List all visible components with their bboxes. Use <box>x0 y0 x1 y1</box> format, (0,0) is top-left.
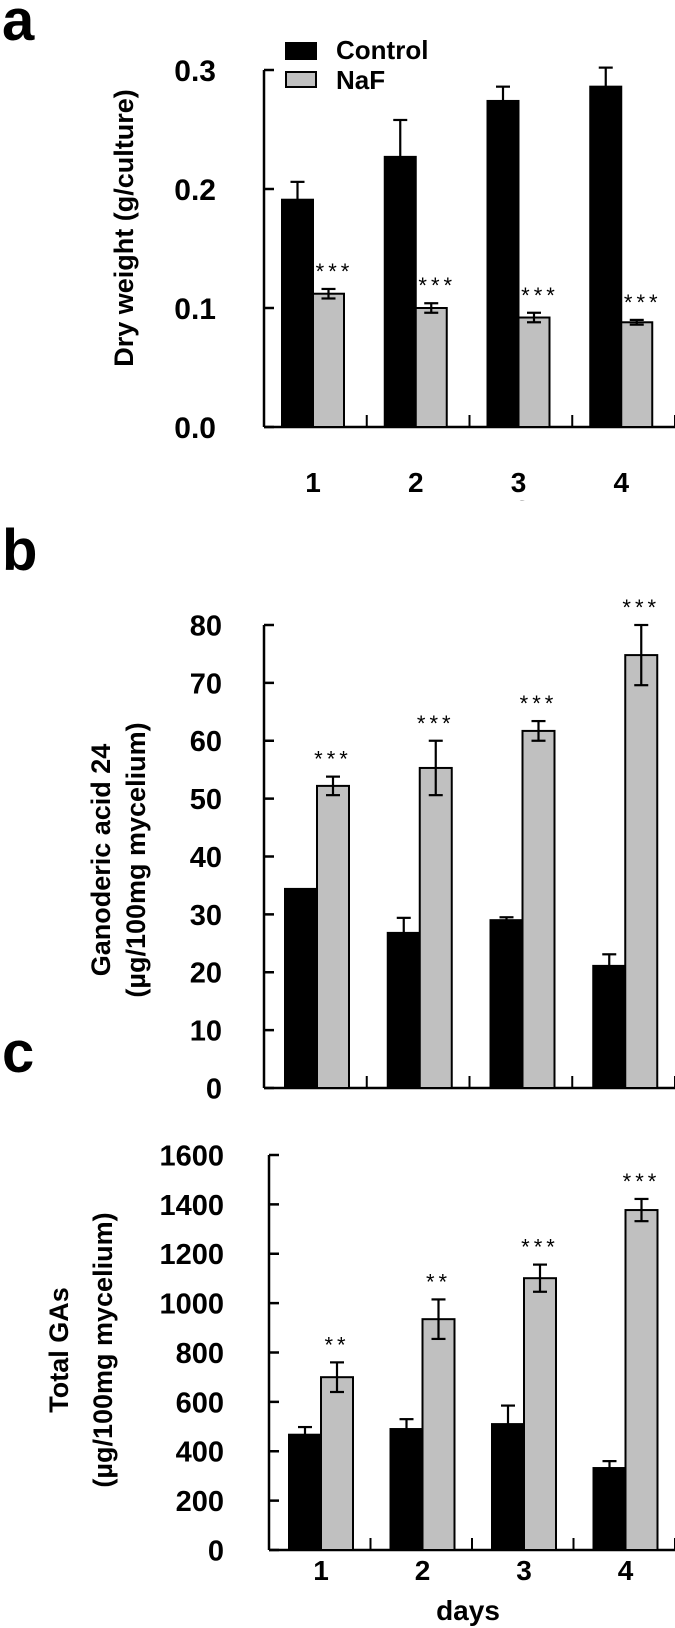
y-tick-label: 50 <box>190 784 222 816</box>
bar-naf <box>620 321 654 428</box>
bar-naf <box>421 1318 456 1551</box>
bar-control <box>592 964 627 1090</box>
bar-control <box>592 1467 627 1552</box>
y-tick-label: 600 <box>176 1387 224 1419</box>
x-axis-label: days <box>436 1595 500 1626</box>
x-tick-label: 3 <box>511 467 527 498</box>
y-axis-label: Dry weight (g/culture) <box>109 89 139 367</box>
y-tick-label: 0.0 <box>174 412 216 445</box>
chart-b: 0 10 20 30 40 50 60 70 80 Ganoderic acid 24 (µg/10… <box>86 500 675 1105</box>
chart-c: 0 200 400 600 800 1000 1200 1400 1600 Total GAs (µ… <box>44 1140 675 1626</box>
bar-naf <box>624 1209 659 1551</box>
y-tick-label: 30 <box>190 900 222 932</box>
significance-annotation: *** <box>624 290 662 315</box>
y-tick-label: 0 <box>208 1535 224 1567</box>
x-tick-label: 2 <box>412 500 428 506</box>
bar-control <box>383 155 417 428</box>
x-tick-label: 1 <box>305 467 321 498</box>
y-axis-label: (µg/100mg mycelium) <box>121 722 151 997</box>
y-tick-label: 0.3 <box>174 55 216 88</box>
x-tick-label: 2 <box>415 1555 431 1586</box>
significance-annotation: *** <box>314 747 352 772</box>
significance-annotation: ** <box>426 1269 451 1294</box>
y-tick-label: 0 <box>206 1073 222 1105</box>
bar-naf <box>316 784 350 1089</box>
bar-naf <box>523 1277 557 1551</box>
significance-annotation: *** <box>521 1235 559 1260</box>
significance-annotation: *** <box>623 1169 661 1194</box>
y-tick-label: 10 <box>190 1016 222 1048</box>
y-tick-label: 0.2 <box>174 174 216 207</box>
bar-control <box>489 919 524 1089</box>
significance-annotation: ** <box>324 1332 349 1357</box>
x-tick-label: 4 <box>613 467 629 498</box>
bar-control <box>486 99 520 428</box>
y-tick-label: 200 <box>176 1486 224 1518</box>
panel-letter-a: a <box>2 0 35 53</box>
x-tick-label: 4 <box>618 1555 634 1586</box>
x-tick-label: 3 <box>515 500 531 506</box>
y-tick-label: 20 <box>190 958 222 990</box>
y-tick-label: 70 <box>190 668 222 700</box>
panel-c: c 0 200 400 600 800 1000 1200 1400 1600 Total GAs… <box>0 1020 675 1628</box>
legend-swatch-control <box>285 42 317 60</box>
y-tick-label: 80 <box>190 610 222 642</box>
panel-b: b 0 10 20 30 40 50 60 70 80 Ganoderic acid 24 (µg/… <box>0 500 675 1120</box>
bar-control <box>281 198 314 428</box>
y-axis-label: (µg/100mg mycelium) <box>88 1212 118 1487</box>
y-tick-label: 1600 <box>159 1140 224 1172</box>
significance-annotation: *** <box>622 595 660 620</box>
y-tick-label: 400 <box>176 1437 224 1469</box>
x-tick-label: 3 <box>516 1555 532 1586</box>
bar-control <box>284 887 318 1089</box>
y-tick-label: 800 <box>176 1338 224 1370</box>
legend-swatch-naf <box>285 71 317 88</box>
bar-naf <box>624 654 659 1089</box>
bar-control <box>389 1428 424 1551</box>
y-axis-label: Ganoderic acid 24 <box>86 744 116 977</box>
significance-annotation: *** <box>520 691 558 716</box>
bar-naf <box>414 307 448 428</box>
y-tick-label: 1000 <box>159 1289 224 1321</box>
bar-control <box>288 1433 322 1552</box>
y-axis-label: Total GAs <box>44 1287 74 1413</box>
legend-label-naf: NaF <box>336 65 385 95</box>
significance-annotation: *** <box>417 711 455 736</box>
x-tick-label: 4 <box>617 500 633 506</box>
panel-a: a 0.0 0.1 0.2 0.3 Dry weight (g/culture) *** 1… <box>0 0 675 500</box>
panel-letter-c: c <box>2 1020 35 1085</box>
y-tick-label: 0.1 <box>174 293 216 326</box>
legend-label-control: Control <box>336 35 428 65</box>
bar-naf <box>312 292 345 428</box>
chart-a: 0.0 0.1 0.2 0.3 Dry weight (g/culture) *** 1 **… <box>109 35 675 498</box>
y-tick-label: 40 <box>190 842 222 874</box>
y-tick-label: 1200 <box>159 1239 224 1271</box>
x-tick-label: 1 <box>309 500 325 506</box>
significance-annotation: *** <box>418 273 456 298</box>
x-tick-label: 1 <box>313 1555 329 1586</box>
x-tick-label: 2 <box>408 467 424 498</box>
significance-annotation: *** <box>521 283 559 308</box>
bar-naf <box>418 766 453 1089</box>
bar-control <box>491 1423 525 1551</box>
bar-control <box>589 85 623 428</box>
significance-annotation: *** <box>316 259 354 284</box>
bar-naf <box>320 1376 354 1551</box>
panel-letter-b: b <box>2 518 38 583</box>
y-tick-label: 60 <box>190 726 222 758</box>
bar-naf <box>517 316 551 428</box>
y-tick-label: 1400 <box>159 1190 224 1222</box>
bar-naf <box>521 729 556 1089</box>
